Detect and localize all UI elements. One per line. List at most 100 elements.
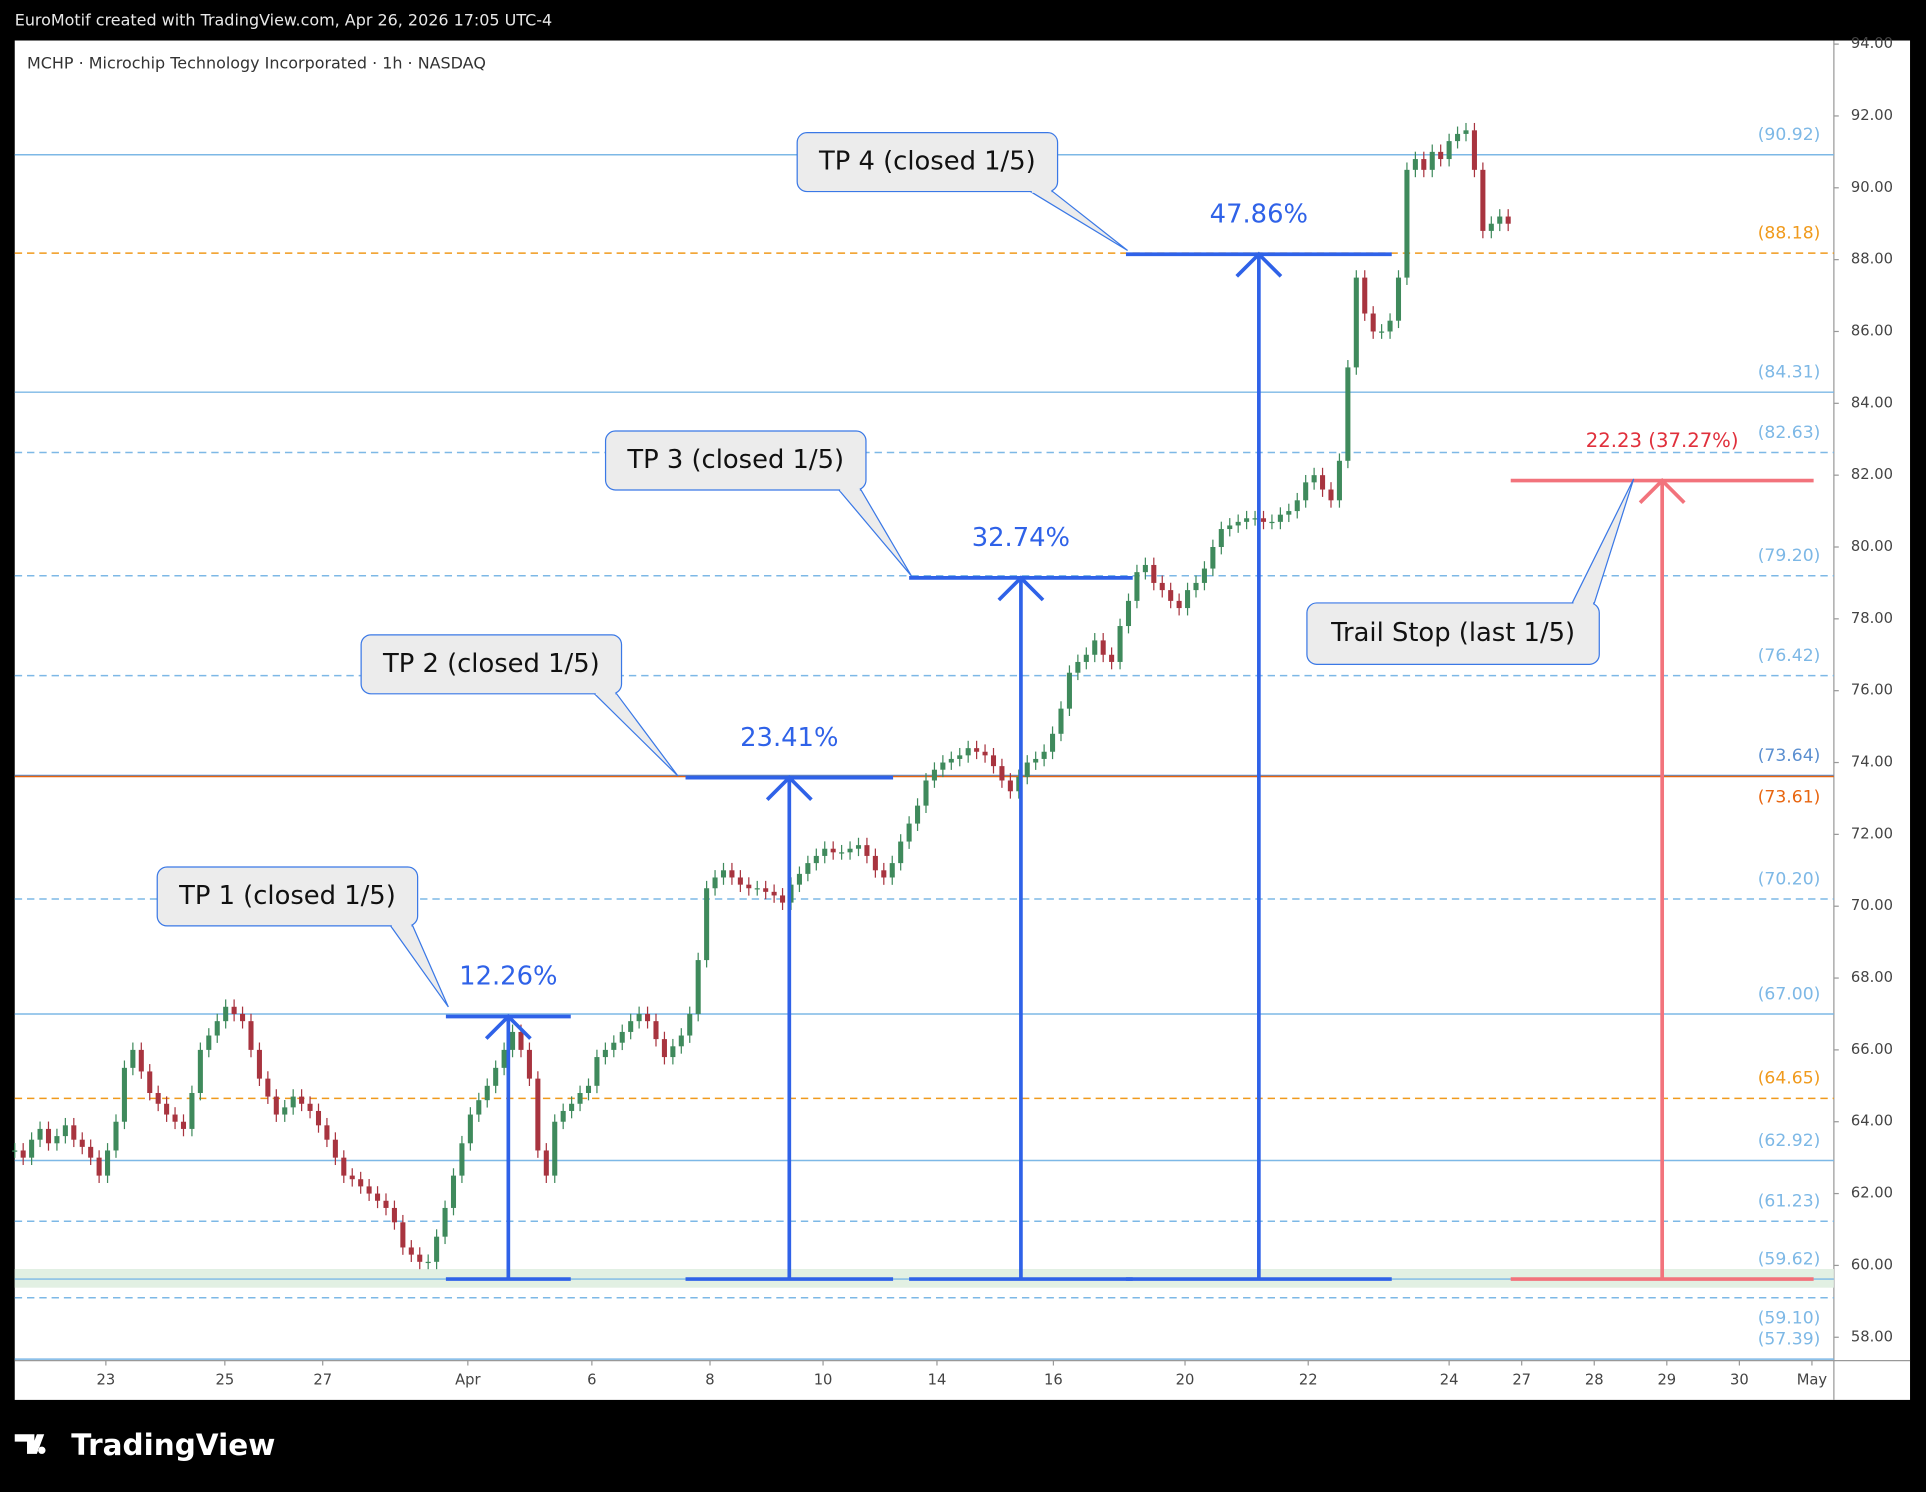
candle-body bbox=[999, 766, 1005, 781]
candle-body bbox=[459, 1143, 465, 1176]
level-label: (88.18) bbox=[1758, 224, 1821, 244]
y-tick-label: 66.00 bbox=[1851, 1041, 1893, 1058]
candle-body bbox=[1007, 780, 1013, 792]
candle-body bbox=[687, 1013, 693, 1036]
x-tick-label: 28 bbox=[1585, 1371, 1604, 1388]
candle-body bbox=[881, 870, 887, 878]
y-tick-label: 84.00 bbox=[1851, 394, 1893, 411]
candle-body bbox=[670, 1046, 676, 1058]
candle-body bbox=[1320, 475, 1326, 490]
candle-body bbox=[645, 1013, 651, 1022]
candle-body bbox=[1075, 661, 1081, 673]
candle-body bbox=[1134, 572, 1140, 601]
measure-label: 12.26% bbox=[459, 962, 557, 992]
x-tick-label: 22 bbox=[1299, 1371, 1318, 1388]
x-tick-label: 6 bbox=[587, 1371, 596, 1388]
candle-body bbox=[990, 755, 997, 767]
x-tick-label: May bbox=[1797, 1371, 1828, 1388]
candle-body bbox=[408, 1247, 414, 1255]
callout-text: Trail Stop (last 1/5) bbox=[1330, 618, 1575, 648]
candle-body bbox=[265, 1078, 271, 1097]
candle-body bbox=[602, 1049, 608, 1058]
x-tick-label: 29 bbox=[1657, 1371, 1676, 1388]
candle-body bbox=[307, 1103, 313, 1111]
candle-body bbox=[290, 1096, 296, 1108]
candle-body bbox=[1083, 654, 1089, 662]
callout-text: TP 3 (closed 1/5) bbox=[626, 445, 844, 475]
candle-body bbox=[130, 1049, 136, 1068]
measure-label: 32.74% bbox=[972, 523, 1070, 553]
candle-body bbox=[569, 1103, 575, 1111]
candle-body bbox=[1370, 313, 1376, 332]
candle-body bbox=[712, 877, 718, 889]
header-text: EuroMotif created with TradingView.com, … bbox=[15, 10, 552, 29]
candle-body bbox=[1429, 151, 1435, 170]
candle-body bbox=[341, 1157, 347, 1176]
arrow-head bbox=[484, 1013, 532, 1040]
candle-body bbox=[1024, 762, 1030, 777]
logo-text: TradingView bbox=[71, 1428, 275, 1462]
candle-body bbox=[619, 1031, 625, 1043]
candle-body bbox=[906, 823, 912, 842]
level-label: (76.42) bbox=[1758, 646, 1821, 666]
candle-body bbox=[501, 1049, 507, 1068]
candle-body bbox=[138, 1049, 144, 1072]
candle-body bbox=[315, 1110, 322, 1126]
level-label: (62.92) bbox=[1758, 1131, 1821, 1151]
y-tick-label: 90.00 bbox=[1851, 179, 1893, 196]
candle-body bbox=[855, 845, 862, 849]
candle-body bbox=[560, 1110, 566, 1122]
arrow-head bbox=[1235, 251, 1283, 278]
candle-body bbox=[1421, 159, 1427, 170]
candle-body bbox=[105, 1150, 111, 1176]
candle-body bbox=[543, 1150, 549, 1176]
candle-body bbox=[1227, 525, 1233, 530]
candle-body bbox=[771, 891, 777, 896]
y-tick-label: 92.00 bbox=[1851, 107, 1893, 124]
candle-body bbox=[754, 888, 760, 890]
candle-body bbox=[1455, 133, 1461, 142]
callout-seam bbox=[391, 924, 412, 928]
y-tick-label: 64.00 bbox=[1851, 1113, 1893, 1130]
candle-body bbox=[366, 1186, 372, 1194]
measure-label: 22.23 (37.27%) bbox=[1586, 429, 1739, 452]
candle-body bbox=[1446, 141, 1452, 160]
candle-body bbox=[248, 1021, 254, 1050]
candle-body bbox=[1286, 511, 1292, 515]
y-tick-label: 94.00 bbox=[1851, 35, 1893, 52]
candle-body bbox=[197, 1049, 203, 1093]
callout-seam bbox=[840, 488, 860, 492]
y-tick-label: 68.00 bbox=[1851, 969, 1893, 986]
candle-body bbox=[552, 1121, 558, 1176]
candle-body bbox=[1379, 331, 1385, 333]
callout-box bbox=[604, 430, 867, 491]
candle-body bbox=[493, 1067, 499, 1086]
candle-body bbox=[172, 1114, 178, 1122]
candle-body bbox=[1404, 169, 1410, 278]
candle-body bbox=[1159, 582, 1165, 591]
candle-body bbox=[324, 1125, 330, 1140]
candle-body bbox=[400, 1222, 406, 1248]
candle-body bbox=[1387, 320, 1393, 332]
candle-body bbox=[45, 1128, 52, 1144]
candle-body bbox=[1328, 489, 1334, 501]
level-label: (79.20) bbox=[1758, 546, 1821, 566]
y-tick-label: 74.00 bbox=[1851, 754, 1893, 771]
candle-body bbox=[763, 888, 769, 892]
x-tick-label: 20 bbox=[1176, 1371, 1195, 1388]
x-tick-label: 8 bbox=[705, 1371, 714, 1388]
candle-body bbox=[164, 1103, 170, 1115]
candle-body bbox=[822, 848, 828, 856]
candle-body bbox=[282, 1107, 288, 1115]
candle-body bbox=[20, 1150, 26, 1158]
y-tick-label: 72.00 bbox=[1851, 825, 1893, 842]
candle-body bbox=[1201, 568, 1207, 583]
candle-body bbox=[62, 1125, 68, 1137]
candle-body bbox=[79, 1139, 85, 1147]
candle-body bbox=[847, 848, 853, 853]
candle-body bbox=[780, 895, 786, 903]
candle-body bbox=[1218, 529, 1224, 548]
candle-body bbox=[273, 1096, 279, 1115]
candle-body bbox=[729, 870, 735, 878]
